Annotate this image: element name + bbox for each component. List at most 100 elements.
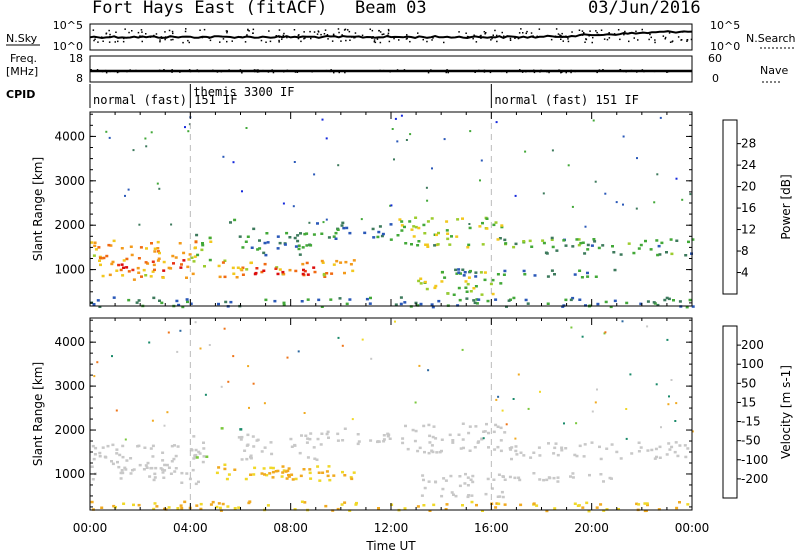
search-point bbox=[182, 41, 184, 44]
echo-cell bbox=[467, 276, 471, 279]
echo-cell bbox=[635, 502, 639, 506]
echo-cell bbox=[112, 296, 116, 299]
echo-cell bbox=[601, 244, 605, 247]
search-point bbox=[278, 39, 280, 42]
nave-point bbox=[630, 69, 633, 72]
echo-cell bbox=[330, 272, 334, 275]
echo-cell bbox=[401, 441, 405, 445]
echo-cell bbox=[422, 478, 425, 482]
echo-cell bbox=[486, 299, 490, 303]
echo-cell bbox=[513, 476, 517, 480]
nave-point bbox=[533, 71, 536, 74]
freq-left-unit: [MHz] bbox=[6, 65, 38, 78]
echo-cell bbox=[414, 429, 418, 433]
search-point bbox=[109, 33, 111, 36]
search-point bbox=[373, 40, 376, 43]
echo-cell bbox=[500, 224, 504, 227]
echo-cell bbox=[117, 465, 121, 469]
echo-cell bbox=[487, 446, 490, 449]
echo-cell bbox=[340, 224, 344, 227]
echo-cell bbox=[444, 479, 448, 482]
echo-cell bbox=[646, 449, 650, 452]
search-point bbox=[559, 34, 561, 36]
search-point bbox=[248, 30, 250, 32]
echo-cell bbox=[174, 454, 178, 458]
echo-cell bbox=[93, 241, 97, 244]
sky-left-label: N.Sky bbox=[6, 32, 38, 45]
echo-cell bbox=[276, 469, 280, 473]
echo-cell bbox=[215, 471, 219, 475]
echo-cell bbox=[167, 331, 170, 334]
cpid-segment-label: themis 3300 IF bbox=[193, 85, 294, 99]
echo-cell bbox=[241, 246, 245, 249]
echo-cell bbox=[167, 466, 171, 469]
echo-cell bbox=[555, 249, 559, 252]
search-point bbox=[623, 33, 625, 35]
nave-point bbox=[525, 71, 527, 73]
echo-cell bbox=[271, 470, 275, 474]
nave-point bbox=[548, 71, 550, 74]
nave-point bbox=[158, 69, 161, 71]
echo-cell bbox=[454, 268, 458, 272]
echo-cell bbox=[592, 238, 596, 241]
echo-cell bbox=[308, 471, 312, 475]
search-point bbox=[188, 41, 190, 44]
echo-cell bbox=[122, 502, 126, 505]
nave-point bbox=[622, 70, 625, 73]
search-point bbox=[671, 40, 674, 42]
echo-cell bbox=[658, 445, 662, 449]
echo-cell bbox=[676, 454, 680, 458]
echo-cell bbox=[332, 235, 336, 238]
search-point bbox=[168, 29, 171, 32]
echo-cell bbox=[646, 503, 649, 507]
echo-cell bbox=[665, 251, 668, 254]
nave-point bbox=[619, 69, 621, 71]
echo-cell bbox=[202, 441, 205, 444]
echo-cell bbox=[271, 476, 275, 479]
echo-cell bbox=[142, 468, 146, 471]
echo-cell bbox=[462, 274, 466, 277]
echo-cell bbox=[306, 456, 310, 459]
echo-cell bbox=[276, 247, 280, 250]
echo-cell bbox=[162, 260, 166, 264]
search-point bbox=[164, 38, 166, 41]
nave-point bbox=[546, 71, 548, 73]
echo-cell bbox=[121, 471, 125, 475]
echo-cell bbox=[332, 474, 336, 477]
echo-cell bbox=[291, 478, 295, 481]
echo-cell bbox=[154, 466, 158, 470]
search-point bbox=[538, 28, 541, 30]
echo-cell bbox=[586, 275, 590, 278]
echo-cell bbox=[293, 161, 296, 163]
echo-cell bbox=[409, 133, 412, 136]
echo-cell bbox=[270, 452, 274, 456]
y-tick-label: 4000 bbox=[54, 335, 85, 349]
echo-cell bbox=[288, 268, 292, 272]
echo-cell bbox=[473, 446, 477, 449]
echo-cell bbox=[179, 329, 182, 332]
echo-cell bbox=[630, 452, 634, 455]
echo-cell bbox=[150, 242, 153, 245]
nave-point bbox=[641, 69, 644, 71]
echo-cell bbox=[238, 235, 242, 238]
search-point bbox=[324, 29, 327, 31]
echo-cell bbox=[494, 423, 498, 427]
echo-cell bbox=[98, 455, 102, 458]
echo-cell bbox=[176, 445, 180, 448]
echo-cell bbox=[249, 455, 252, 459]
echo-cell bbox=[98, 305, 102, 308]
echo-cell bbox=[96, 299, 100, 302]
echo-cell bbox=[456, 218, 460, 221]
search-point bbox=[172, 32, 174, 35]
search-point bbox=[141, 31, 143, 33]
echo-cell bbox=[325, 218, 328, 221]
echo-cell bbox=[483, 271, 487, 274]
search-point bbox=[509, 37, 512, 40]
echo-cell bbox=[674, 441, 678, 444]
search-point bbox=[145, 33, 147, 35]
echo-cell bbox=[391, 128, 394, 130]
nave-point bbox=[561, 71, 563, 73]
search-point bbox=[164, 37, 166, 39]
search-point bbox=[354, 32, 357, 34]
echo-cell bbox=[691, 238, 695, 241]
